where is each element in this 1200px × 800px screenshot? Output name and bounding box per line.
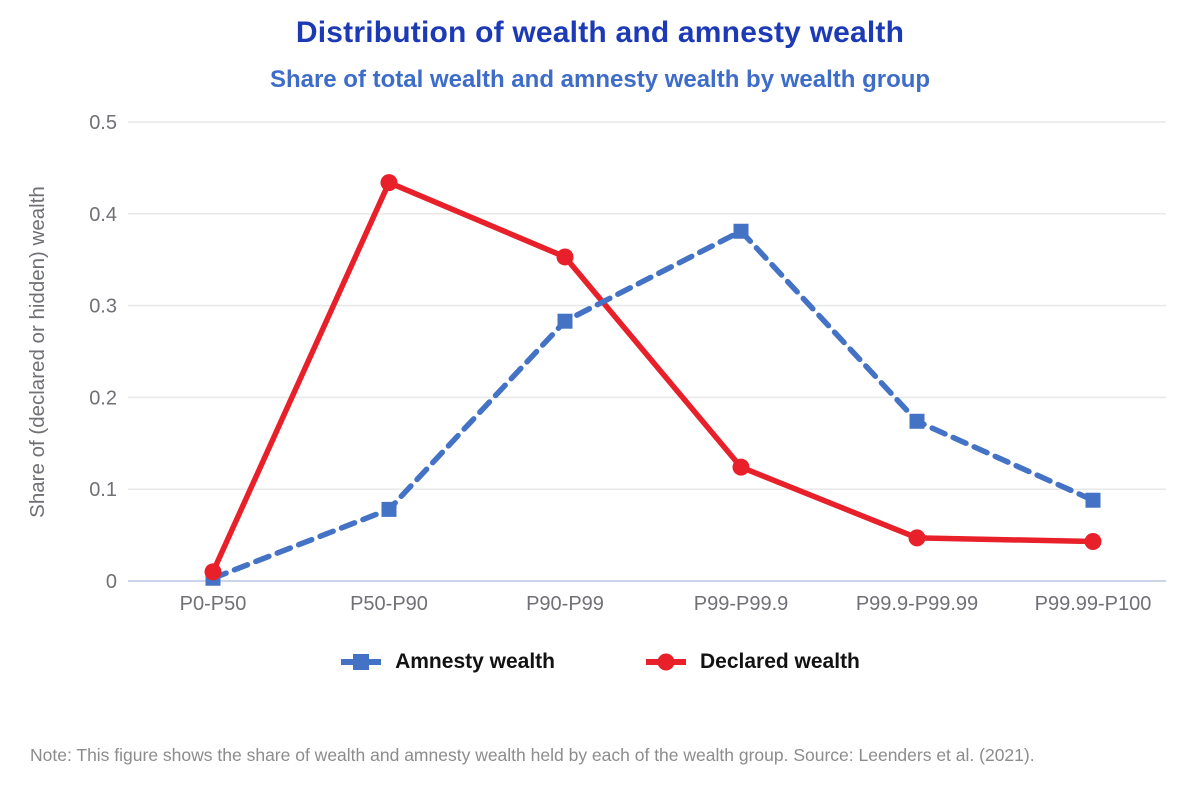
series-marker-declared-wealth [204,563,222,581]
series-marker-declared-wealth [556,248,574,266]
legend-item-declared-wealth: Declared wealth [645,650,860,674]
y-tick-label: 0.1 [89,479,117,501]
series-marker-declared-wealth [1084,533,1102,551]
y-tick-label: 0.5 [89,112,117,134]
series-marker-declared-wealth [732,458,750,476]
y-tick-label: 0 [106,571,117,593]
y-tick-label: 0.3 [89,296,117,318]
y-axis-title: Share of (declared or hidden) wealth [26,186,49,518]
series-marker-amnesty-wealth [1085,492,1101,508]
legend-swatch-declared-circle [645,653,686,671]
series-marker-amnesty-wealth [733,223,749,239]
legend-marker-square [353,654,370,670]
series-line-declared-wealth [210,179,1096,575]
x-tick-label: P99.99-P100 [1035,593,1152,615]
source-note: Note: This figure shows the share of wea… [30,745,1035,765]
chart-subtitle: Share of total wealth and amnesty wealth… [269,66,931,93]
x-tick-label: P99-P99.9 [694,593,789,615]
series-marker-declared-wealth [908,529,926,547]
y-tick-label: 0.4 [89,204,117,226]
series-marker-declared-wealth [380,174,398,192]
legend-marker-circle [657,653,675,671]
legend-swatch-amnesty-square [341,654,382,670]
legend-label-declared: Declared wealth [699,650,860,673]
series-marker-amnesty-wealth [381,501,397,517]
chart-title: Distribution of wealth and amnesty wealt… [295,16,905,49]
series-marker-amnesty-wealth [557,313,573,329]
x-tick-label: P99.9-P99.99 [856,593,978,615]
x-tick-label: P0-P50 [180,593,247,615]
y-tick-label: 0.2 [89,387,117,409]
x-tick-label: P90-P99 [526,593,604,615]
legend-item-amnesty-wealth: Amnesty wealth [340,650,555,674]
series-marker-amnesty-wealth [909,413,925,429]
legend-label-amnesty: Amnesty wealth [395,650,555,673]
series-line-amnesty-wealth [210,228,1096,581]
chart-legend: Amnesty wealth Declared wealth [0,650,1200,674]
x-tick-label: P50-P90 [350,593,428,615]
